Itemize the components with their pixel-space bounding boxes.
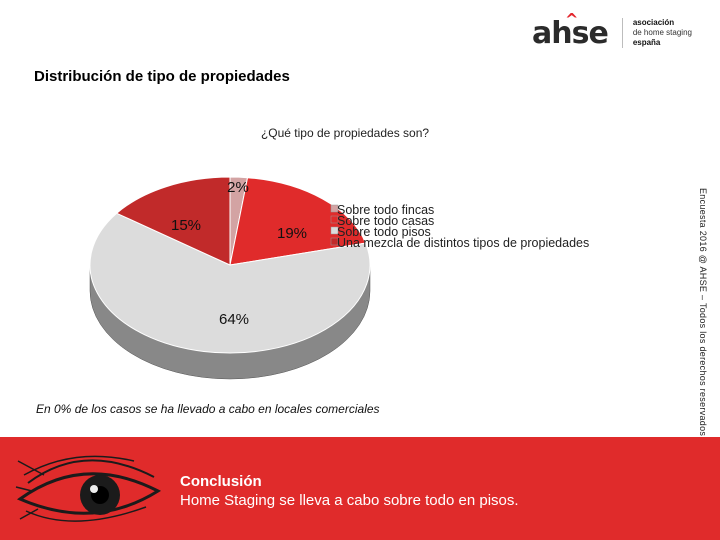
pie-data-label-3: 15% [171,217,201,234]
legend-swatch-2 [330,226,339,235]
pie-data-label-2: 64% [219,311,249,328]
pie-slice-2 [89,212,371,354]
conclusion-text: Conclusión Home Staging se lleva a cabo … [180,472,519,510]
legend-swatch-3 [330,237,339,246]
legend-swatch-0 [330,204,339,213]
credit-text: Encuesta 2016 @ AHSE – Todos los derecho… [698,188,708,437]
pie-slice-3 [115,176,231,266]
conclusion-body: Home Staging se lleva a cabo sobre todo … [180,492,519,509]
slide-title: Distribución de tipo de propiedades [34,68,290,85]
logo-mark-text: ahse [532,15,609,51]
logo-line2: de home staging [632,28,692,37]
logo-roof-icon: ^ [565,9,578,29]
pie-data-label-1: 19% [277,225,307,242]
conclusion-banner: Conclusión Home Staging se lleva a cabo … [0,437,720,540]
logo-line3: españa [632,38,661,47]
logo-text: asociación de home staging españa [633,18,692,48]
logo-divider [621,18,623,48]
legend-label-1: Sobre todo casas [337,214,434,228]
logo-mark: ahse ^ [532,10,618,51]
chart-footnote: En 0% de los casos se ha llevado a cabo … [36,402,380,416]
vertical-credit: Encuesta 2016 @ AHSE – Todos los derecho… [694,188,710,436]
conclusion-title: Conclusión [180,473,262,490]
logo-line1: asociación [632,18,675,27]
legend-swatch-1 [330,215,339,224]
eye-icon [15,455,162,522]
legend-label-0: Sobre todo fincas [337,203,434,217]
legend-label-2: Sobre todo pisos [337,225,431,239]
legend-label-3: Una mezcla de distintos tipos de propied… [337,236,589,250]
ahse-logo: ahse ^ asociación de home staging españa [532,10,712,56]
chart-title: ¿Qué tipo de propiedades son? [260,126,430,140]
pie-data-label-0: 2% [227,179,249,196]
